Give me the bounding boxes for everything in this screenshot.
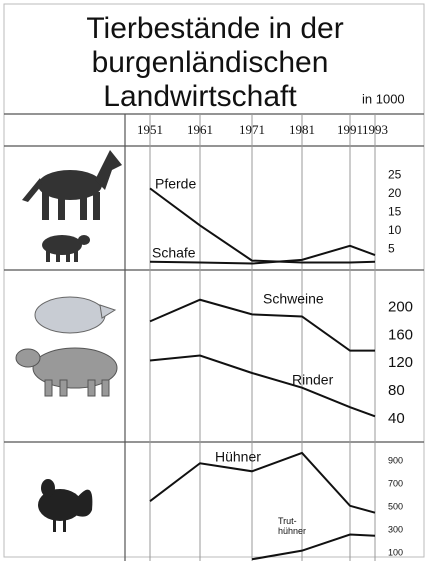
y-tick-label: 40: [388, 410, 405, 427]
y-tick-label: 200: [388, 298, 413, 315]
y-tick-label: 10: [388, 223, 402, 237]
series-line: [150, 453, 375, 513]
x-tick-label: 1993: [362, 122, 388, 137]
pig-icon: [35, 297, 115, 333]
series-label: Schweine: [263, 291, 324, 307]
x-tick-label: 1971: [239, 122, 265, 137]
page: Tierbestände in der burgenländischen Lan…: [0, 0, 428, 561]
x-tick-label: 1991: [337, 122, 363, 137]
series-line: [150, 300, 375, 351]
title-line: Tierbestände in der: [86, 12, 343, 45]
series-label: Hühner: [215, 449, 261, 465]
series-label: Pferde: [155, 176, 196, 192]
chart: Tierbestände in der burgenländischen Lan…: [0, 0, 428, 561]
y-tick-label: 20: [388, 186, 402, 200]
series-line: [252, 535, 375, 560]
x-tick-label: 1981: [289, 122, 315, 137]
cow-icon: [16, 348, 117, 396]
y-tick-label: 900: [388, 455, 403, 465]
y-tick-label: 25: [388, 168, 402, 182]
y-tick-label: 80: [388, 382, 405, 399]
series-line: [150, 356, 375, 417]
y-tick-label: 120: [388, 354, 413, 371]
series-label: Trut-hühner: [278, 516, 308, 536]
unit: in 1000: [362, 91, 405, 106]
y-tick-label: 100: [388, 547, 403, 557]
title-line: Landwirtschaft: [103, 80, 297, 113]
sheep-icon: [42, 235, 90, 262]
rooster-icon: [38, 479, 92, 532]
y-tick-label: 500: [388, 501, 403, 511]
x-tick-label: 1951: [137, 122, 163, 137]
x-tick-label: 1961: [187, 122, 213, 137]
y-tick-label: 700: [388, 478, 403, 488]
y-tick-label: 300: [388, 524, 403, 534]
y-tick-label: 15: [388, 205, 402, 219]
y-tick-label: 5: [388, 242, 395, 256]
y-tick-label: 160: [388, 326, 413, 343]
horse-icon: [22, 150, 122, 220]
series-label: Rinder: [292, 372, 334, 388]
title-line: burgenländischen: [92, 46, 329, 79]
series-label: Schafe: [152, 245, 196, 261]
